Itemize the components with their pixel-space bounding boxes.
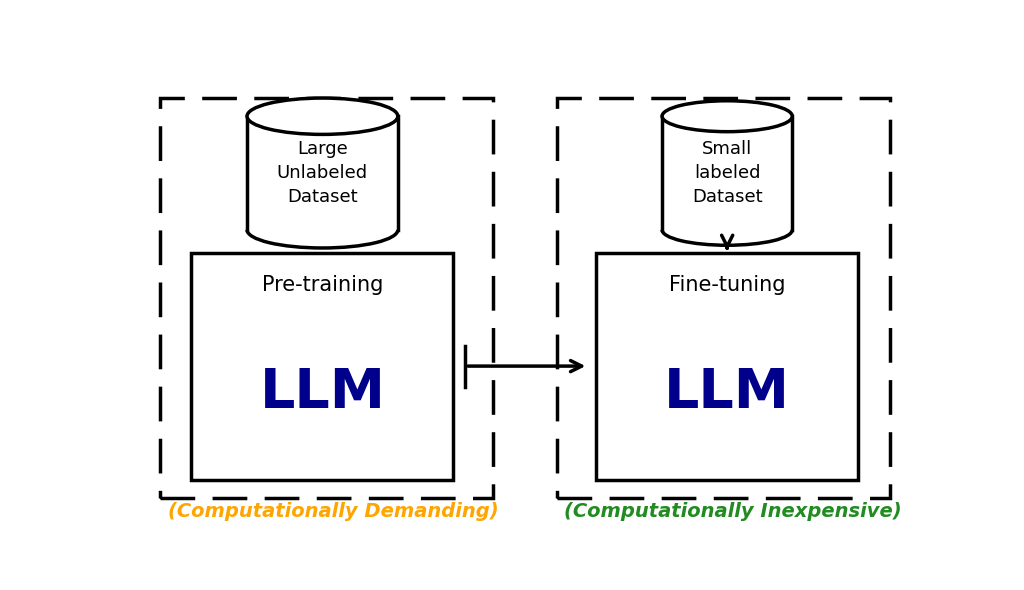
Bar	[160, 98, 494, 498]
Text: Large
Unlabeled
Dataset: Large Unlabeled Dataset	[276, 140, 368, 206]
Bar	[596, 253, 858, 480]
Text: Pre-training: Pre-training	[262, 275, 383, 295]
Text: (Computationally Demanding): (Computationally Demanding)	[168, 503, 499, 522]
Ellipse shape	[663, 101, 793, 132]
Text: LLM: LLM	[665, 366, 791, 420]
Ellipse shape	[247, 98, 397, 135]
Bar	[191, 253, 454, 480]
Bar	[247, 116, 397, 230]
Text: LLM: LLM	[259, 366, 385, 420]
Text: (Computationally Inexpensive): (Computationally Inexpensive)	[564, 503, 902, 522]
Bar	[557, 98, 890, 498]
Bar	[663, 116, 793, 230]
Text: Fine-tuning: Fine-tuning	[669, 275, 785, 295]
Text: Small
labeled
Dataset: Small labeled Dataset	[692, 140, 763, 206]
